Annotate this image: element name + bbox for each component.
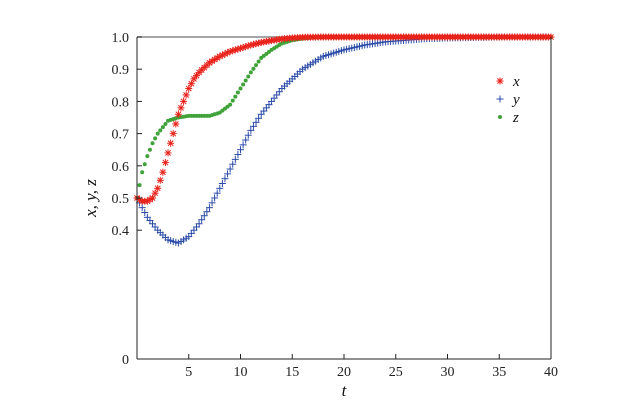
data-point-x xyxy=(172,120,180,128)
x-tick-label: 35 xyxy=(492,365,506,380)
data-point-x xyxy=(154,184,162,192)
data-point-y xyxy=(213,189,221,197)
y-axis-label: x, y, z xyxy=(81,179,100,218)
data-point-x xyxy=(167,139,175,147)
data-point-x xyxy=(180,97,188,105)
data-point-z xyxy=(155,131,160,136)
data-point-x xyxy=(161,159,169,167)
data-point-y xyxy=(208,199,216,207)
series-x xyxy=(133,33,555,205)
data-point-y xyxy=(242,136,250,144)
x-tick-label: 30 xyxy=(441,365,455,380)
data-point-x xyxy=(156,176,164,184)
data-point-z xyxy=(150,141,155,146)
data-point-z xyxy=(163,121,168,126)
data-point-z xyxy=(228,102,233,107)
data-point-z xyxy=(256,59,261,64)
data-point-z xyxy=(158,128,163,133)
data-point-y xyxy=(224,170,232,178)
data-point-y xyxy=(211,194,219,202)
data-point-z xyxy=(140,170,145,175)
data-point-z xyxy=(230,98,235,103)
data-point-y xyxy=(141,208,149,216)
data-point-y xyxy=(218,180,226,188)
data-point-z xyxy=(142,162,147,167)
data-point-z xyxy=(238,86,243,91)
data-point-y xyxy=(205,204,213,212)
legend: xyz xyxy=(496,74,520,126)
data-point-z xyxy=(147,147,152,152)
data-point-y xyxy=(239,141,247,149)
data-point-y xyxy=(138,204,146,212)
data-point-z xyxy=(254,63,259,68)
data-point-x xyxy=(149,194,157,202)
data-point-z xyxy=(145,154,150,159)
x-tick-label: 10 xyxy=(234,365,248,380)
data-point-x xyxy=(182,91,190,99)
data-point-x xyxy=(185,85,193,93)
legend-marker-x xyxy=(496,77,504,85)
data-point-z xyxy=(248,70,253,75)
y-tick-label: 0.9 xyxy=(112,63,130,78)
x-tick-label: 20 xyxy=(337,365,351,380)
y-tick-label: 0.7 xyxy=(112,128,130,143)
data-point-z xyxy=(235,90,240,95)
data-point-z xyxy=(243,78,248,83)
legend-item-z: z xyxy=(498,110,519,126)
ticks-layer: 5 10 15 20 25 30 35 40 0 0.4 0.5 0.6 0.7 0.8 0.9 1.0 xyxy=(112,31,559,380)
data-point-z xyxy=(241,82,246,87)
y-tick-label: 0 xyxy=(122,353,129,368)
data-point-x xyxy=(177,104,185,112)
legend-item-y: y xyxy=(496,92,520,108)
series-layer xyxy=(133,33,555,247)
legend-label-x: x xyxy=(512,74,520,90)
data-point-y xyxy=(198,216,206,224)
data-point-z xyxy=(246,74,251,79)
data-point-z xyxy=(153,136,158,141)
data-point-y xyxy=(249,122,257,130)
y-tick-label: 0.8 xyxy=(112,95,130,110)
data-point-y xyxy=(221,175,229,183)
data-point-z xyxy=(251,66,256,71)
legend-marker-z xyxy=(498,115,502,119)
data-point-x xyxy=(151,189,159,197)
data-point-y xyxy=(247,126,255,134)
data-point-y xyxy=(234,151,242,159)
x-axis-label: t xyxy=(342,381,348,400)
data-point-y xyxy=(244,131,252,139)
legend-label-y: y xyxy=(511,92,520,108)
x-tick-label: 40 xyxy=(544,365,558,380)
data-point-z xyxy=(137,183,142,188)
data-point-y xyxy=(195,220,203,228)
data-point-y xyxy=(255,114,263,122)
y-tick-label: 0.6 xyxy=(112,160,130,175)
y-tick-label: 0.4 xyxy=(112,224,130,239)
data-point-x xyxy=(174,110,182,118)
data-point-z xyxy=(160,125,165,130)
y-tick-label: 0.5 xyxy=(112,192,130,207)
data-point-x xyxy=(164,149,172,157)
data-point-y xyxy=(252,118,260,126)
data-point-x xyxy=(169,130,177,138)
legend-label-z: z xyxy=(512,110,519,126)
legend-marker-y xyxy=(496,95,504,103)
data-point-y xyxy=(237,146,244,154)
data-point-y xyxy=(231,155,239,163)
x-tick-label: 15 xyxy=(285,365,299,380)
data-point-z xyxy=(233,94,238,99)
plot-area xyxy=(137,37,551,359)
y-tick-label: 1.0 xyxy=(112,31,130,46)
legend-item-x: x xyxy=(496,74,520,90)
data-point-y xyxy=(226,165,234,173)
data-point-x xyxy=(187,80,195,88)
data-point-y xyxy=(203,208,211,216)
data-point-x xyxy=(159,168,167,176)
data-point-y xyxy=(229,160,237,168)
data-point-y xyxy=(200,212,208,220)
x-tick-label: 25 xyxy=(389,365,403,380)
x-tick-label: 5 xyxy=(185,365,192,380)
data-point-y xyxy=(216,184,224,192)
